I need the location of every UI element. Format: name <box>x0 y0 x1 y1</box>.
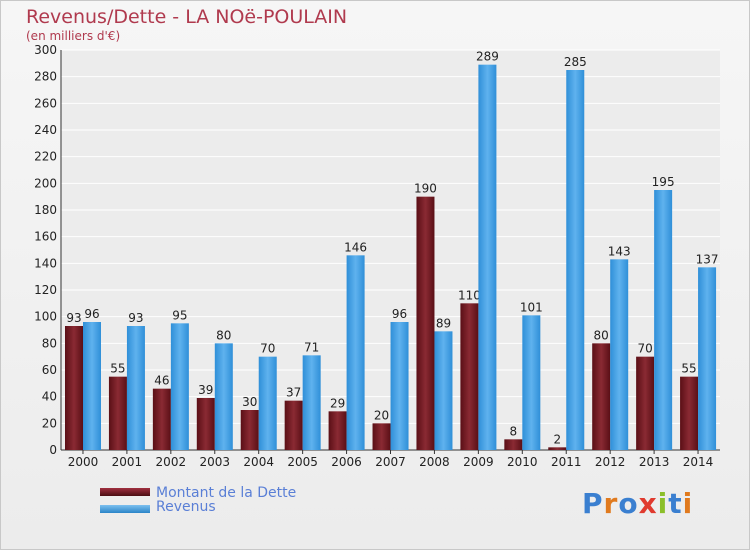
bar-debt <box>460 303 479 450</box>
data-label-debt: 46 <box>154 374 169 388</box>
bar-revenue <box>83 322 101 450</box>
x-tick-label: 2005 <box>287 455 318 469</box>
data-label-debt: 190 <box>414 182 437 196</box>
bar-revenue <box>478 64 497 451</box>
x-tick-label: 2000 <box>68 455 99 469</box>
y-tick-label: 140 <box>34 256 57 270</box>
y-tick-label: 80 <box>42 336 57 350</box>
bar-revenue <box>698 267 717 450</box>
chart-subtitle: (en milliers d'€) <box>26 29 121 43</box>
bar-debt <box>592 343 611 450</box>
bar-revenue <box>390 322 409 450</box>
bar-revenue <box>610 259 629 450</box>
bar-revenue <box>214 343 233 450</box>
bar-debt <box>328 411 347 450</box>
bar-revenue <box>522 315 541 450</box>
data-label-debt: 2 <box>553 432 561 446</box>
data-label-debt: 70 <box>637 342 652 356</box>
data-label-revenue: 195 <box>652 175 675 189</box>
x-tick-label: 2001 <box>112 455 143 469</box>
bar-debt <box>548 447 567 450</box>
data-label-debt: 29 <box>330 396 345 410</box>
bar-revenue <box>654 190 673 450</box>
bar-revenue <box>346 255 365 450</box>
bar-revenue <box>434 331 453 450</box>
y-tick-label: 240 <box>34 123 57 137</box>
bar-debt <box>240 410 259 450</box>
data-label-debt: 39 <box>198 383 213 397</box>
bar-debt <box>65 326 83 450</box>
bar-debt <box>108 376 127 450</box>
data-label-debt: 37 <box>286 386 301 400</box>
y-tick-label: 20 <box>42 416 57 430</box>
data-label-debt: 8 <box>510 424 518 438</box>
x-tick-label: 2007 <box>375 455 406 469</box>
y-tick-label: 180 <box>34 203 57 217</box>
y-tick-label: 100 <box>34 310 57 324</box>
x-tick-label: 2004 <box>243 455 274 469</box>
data-label-revenue: 285 <box>564 55 587 69</box>
y-tick-label: 60 <box>42 363 57 377</box>
data-label-revenue: 137 <box>696 252 719 266</box>
bar-revenue <box>170 323 189 450</box>
y-tick-label: 260 <box>34 96 57 110</box>
x-tick-label: 2011 <box>551 455 582 469</box>
y-tick-label: 300 <box>34 43 57 57</box>
data-label-revenue: 80 <box>216 328 231 342</box>
bar-revenue <box>258 356 277 450</box>
data-label-revenue: 71 <box>304 340 319 354</box>
y-tick-label: 220 <box>34 150 57 164</box>
data-label-revenue: 143 <box>608 244 631 258</box>
y-tick-label: 280 <box>34 70 57 84</box>
data-label-revenue: 96 <box>392 307 407 321</box>
data-label-revenue: 101 <box>520 300 543 314</box>
bar-debt <box>372 423 391 450</box>
bar-debt <box>636 356 655 450</box>
bar-revenue <box>566 70 585 450</box>
bar-debt <box>196 398 215 450</box>
legend-label-revenue: Revenus <box>156 499 216 515</box>
x-tick-label: 2008 <box>419 455 450 469</box>
x-tick-label: 2014 <box>683 455 714 469</box>
proxiti-logo: Proxiti <box>582 487 694 520</box>
chart-title: Revenus/Dette - LA NOë-POULAIN <box>26 6 348 28</box>
x-tick-label: 2009 <box>463 455 494 469</box>
legend-label-debt: Montant de la Dette <box>156 485 297 501</box>
y-tick-label: 160 <box>34 230 57 244</box>
data-label-revenue: 146 <box>344 240 367 254</box>
data-label-debt: 55 <box>110 362 125 376</box>
bar-debt <box>504 439 523 450</box>
x-tick-label: 2003 <box>199 455 230 469</box>
y-tick-label: 0 <box>49 443 57 457</box>
x-tick-label: 2006 <box>331 455 362 469</box>
bar-debt <box>284 400 303 450</box>
data-label-revenue: 96 <box>84 307 99 321</box>
legend-swatch-revenue <box>100 505 150 513</box>
data-label-revenue: 89 <box>436 316 451 330</box>
data-label-debt: 80 <box>594 328 609 342</box>
data-label-debt: 110 <box>458 288 481 302</box>
y-tick-label: 40 <box>42 390 57 404</box>
data-label-revenue: 93 <box>128 311 143 325</box>
data-label-revenue: 70 <box>260 342 275 356</box>
x-tick-label: 2013 <box>639 455 670 469</box>
legend-swatch-debt <box>100 488 150 496</box>
bar-debt <box>152 388 171 450</box>
data-label-debt: 93 <box>66 311 81 325</box>
x-tick-label: 2012 <box>595 455 626 469</box>
bar-revenue <box>126 326 145 450</box>
bar-debt <box>416 196 435 450</box>
x-tick-label: 2010 <box>507 455 538 469</box>
bar-revenue <box>302 355 321 450</box>
data-label-debt: 55 <box>681 362 696 376</box>
data-label-debt: 20 <box>374 408 389 422</box>
y-tick-label: 200 <box>34 176 57 190</box>
data-label-debt: 30 <box>242 395 257 409</box>
y-tick-label: 120 <box>34 283 57 297</box>
bar-debt <box>680 376 699 450</box>
x-tick-label: 2002 <box>156 455 187 469</box>
data-label-revenue: 289 <box>476 50 499 64</box>
data-label-revenue: 95 <box>172 308 187 322</box>
